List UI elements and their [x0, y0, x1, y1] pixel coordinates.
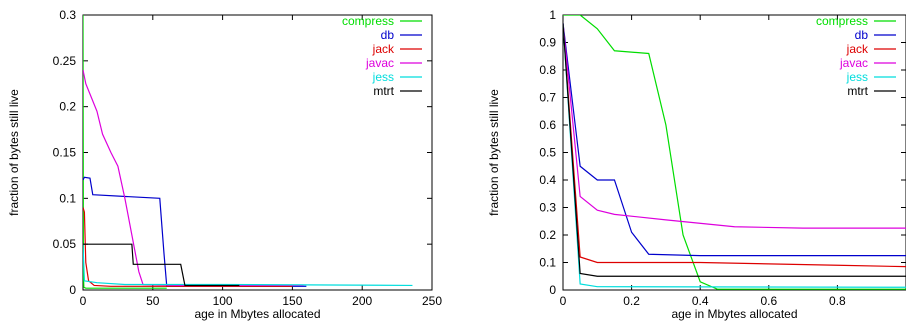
x-tick-label: 100	[213, 294, 233, 308]
series-line-jack	[83, 207, 293, 287]
legend-label-jack: jack	[372, 42, 395, 56]
x-tick-label: 200	[352, 294, 372, 308]
y-axis-label: fraction of bytes still live	[7, 89, 21, 216]
legend-label-mtrt: mtrt	[847, 84, 868, 98]
legend-label-db: db	[855, 28, 869, 42]
y-tick-label: 0.25	[53, 54, 77, 68]
series-line-javac	[83, 69, 304, 287]
y-tick-label: 0.15	[53, 146, 77, 160]
y-tick-label: 0	[69, 283, 76, 297]
y-tick-label: 0	[549, 283, 556, 297]
legend-label-jack: jack	[846, 42, 869, 56]
y-tick-label: 1	[549, 8, 556, 22]
x-tick-label: 0.8	[829, 294, 846, 308]
y-axis-label: fraction of bytes still live	[487, 89, 501, 216]
series-line-compress	[563, 15, 906, 290]
legend-label-db: db	[381, 28, 395, 42]
y-tick-label: 0.1	[59, 191, 76, 205]
y-tick-label: 0.4	[539, 173, 556, 187]
left-chart: 0 0.05 0.1 0.15 0.2 0.25 0.3 0 50 100 150 200 250 age…	[7, 8, 442, 321]
y-tick-label: 0.3	[59, 8, 76, 22]
legend-label-compress: compress	[816, 14, 868, 28]
x-tick-label: 0.2	[623, 294, 640, 308]
series-line-jack	[563, 23, 906, 268]
x-tick-label: 0.6	[760, 294, 777, 308]
series-line-compress	[83, 15, 167, 289]
legend-label-compress: compress	[342, 14, 394, 28]
x-tick-label: 150	[282, 294, 302, 308]
legend-label-javac: javac	[839, 56, 868, 70]
series-line-jess	[83, 244, 413, 287]
series-line-db	[563, 23, 906, 257]
series-line-mtrt	[83, 243, 240, 287]
x-tick-label: 0.4	[692, 294, 709, 308]
y-tick-label: 0.05	[53, 237, 77, 251]
series-line-javac	[563, 23, 906, 229]
y-tick-label: 0.9	[539, 36, 556, 50]
y-tick-label: 0.6	[539, 118, 556, 132]
y-tick-label: 0.2	[539, 228, 556, 242]
y-tick-label: 0.2	[59, 100, 76, 114]
y-tick-label: 0.1	[539, 256, 556, 270]
y-tick-label: 0.7	[539, 91, 556, 105]
series-line-mtrt	[563, 23, 906, 277]
x-tick-label: 50	[146, 294, 160, 308]
y-tick-label: 0.3	[539, 201, 556, 215]
legend-label-jess: jess	[372, 70, 394, 84]
legend-label-jess: jess	[846, 70, 868, 84]
x-axis-label: age in Mbytes allocated	[194, 307, 320, 321]
series-line-db	[83, 176, 307, 287]
legend-label-mtrt: mtrt	[373, 84, 394, 98]
x-axis-label: age in Mbytes allocated	[671, 307, 797, 321]
x-tick-label: 250	[422, 294, 442, 308]
legend-label-javac: javac	[365, 56, 394, 70]
right-chart: 0 0.1 0.2 0.3 0.4 0.5 0.6 0.7 0.8 0.9 1 0 0.2 0.4 0.6 0…	[487, 8, 906, 321]
y-tick-label: 0.8	[539, 63, 556, 77]
x-tick-label: 0	[560, 294, 567, 308]
y-tick-label: 0.5	[539, 146, 556, 160]
x-tick-label: 0	[80, 294, 87, 308]
